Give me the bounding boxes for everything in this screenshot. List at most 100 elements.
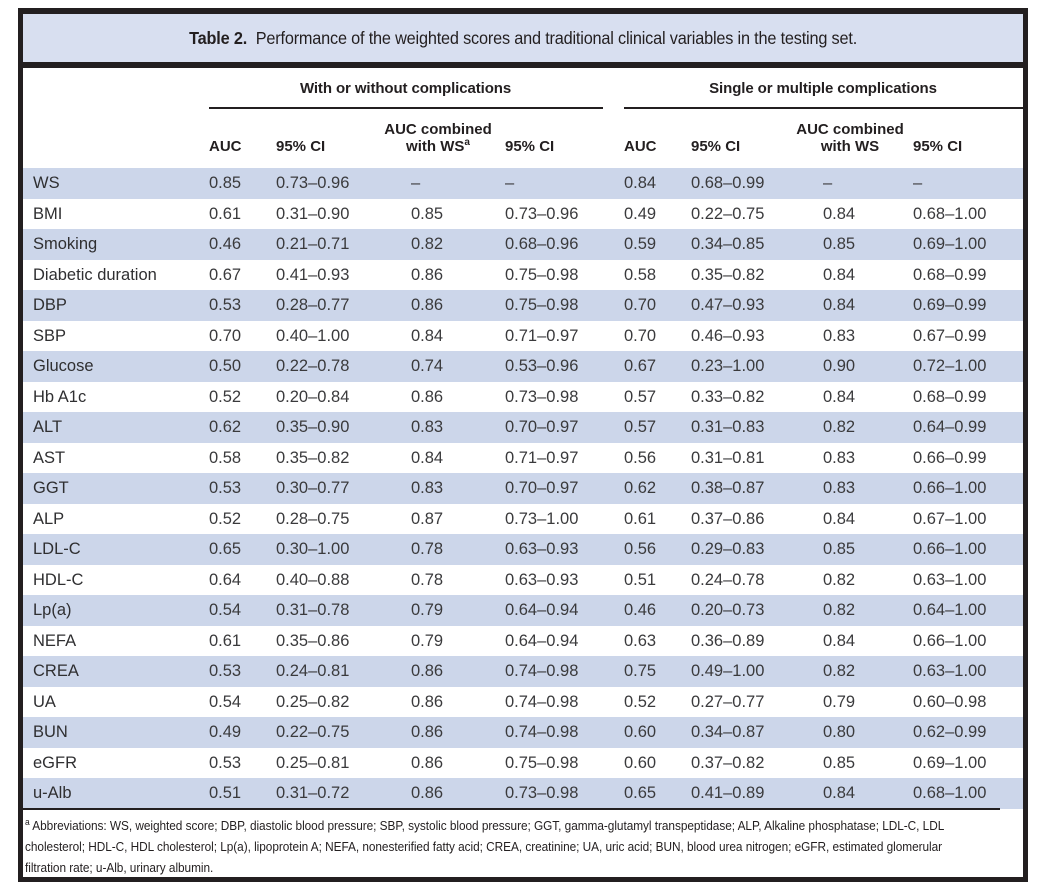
cell-ci_ws1: 0.75–0.98 bbox=[505, 296, 579, 314]
cell-ci_ws2: 0.68–1.00 bbox=[913, 784, 987, 802]
cell-auc_ws1: 0.86 bbox=[411, 692, 444, 711]
cell-auc_ws2: 0.79 bbox=[823, 692, 856, 711]
cell-auc_ws1: 0.79 bbox=[411, 601, 444, 619]
cell-auc2: 0.57 bbox=[624, 418, 657, 436]
cell-ci_ws2: 0.72–1.00 bbox=[913, 357, 987, 375]
cell-ci2: 0.41–0.89 bbox=[691, 784, 765, 802]
footnote-text: Abbreviations: WS, weighted score; DBP, … bbox=[25, 819, 944, 875]
cell-auc_ws1: 0.74 bbox=[411, 357, 444, 375]
table-row: Diabetic duration 0.67 0.41–0.93 0.86 0.75–0… bbox=[23, 259, 1023, 290]
cell-auc2: 0.57 bbox=[624, 387, 657, 406]
cell-ci_ws2: 0.69–1.00 bbox=[913, 753, 987, 772]
table-row: Glucose 0.50 0.22–0.78 0.74 0.53–0.96 0.67 0.2… bbox=[23, 351, 1023, 382]
cell-ci_ws1: 0.75–0.98 bbox=[505, 265, 579, 284]
cell-ci2: 0.34–0.87 bbox=[691, 723, 765, 741]
cell-ci_ws1: 0.63–0.93 bbox=[505, 540, 579, 558]
cell-auc2: 0.52 bbox=[624, 692, 657, 711]
cell-ci_ws2: 0.67–1.00 bbox=[913, 509, 987, 528]
cell-auc2: 0.84 bbox=[624, 174, 657, 192]
table-frame bbox=[18, 8, 1028, 882]
column-header-auc-1: AUC bbox=[209, 138, 259, 155]
cell-auc_ws2: 0.84 bbox=[823, 204, 856, 223]
cell-ci1: 0.21–0.71 bbox=[276, 235, 350, 253]
cell-auc1: 0.70 bbox=[209, 326, 242, 345]
cell-ci2: 0.47–0.93 bbox=[691, 296, 765, 314]
cell-ci2: 0.38–0.87 bbox=[691, 479, 765, 497]
cell-ci1: 0.35–0.90 bbox=[276, 418, 350, 436]
column-header-line2: AUC bbox=[209, 138, 242, 155]
cell-auc1: 0.65 bbox=[209, 540, 242, 558]
column-header-line1: AUC combined bbox=[384, 121, 492, 138]
cell-auc2: 0.65 bbox=[624, 784, 657, 802]
cell-ci_ws1: 0.70–0.97 bbox=[505, 418, 579, 436]
cell-auc_ws1: 0.86 bbox=[411, 387, 444, 406]
cell-auc_ws1: 0.78 bbox=[411, 540, 444, 558]
cell-auc_ws1: 0.86 bbox=[411, 662, 444, 680]
cell-auc2: 0.59 bbox=[624, 235, 657, 253]
cell-ci_ws1: 0.73–1.00 bbox=[505, 509, 579, 528]
group-rule-left bbox=[209, 107, 603, 109]
cell-ci1: 0.41–0.93 bbox=[276, 265, 350, 284]
cell-auc_ws1: 0.84 bbox=[411, 448, 444, 467]
table-header: With or without complications Single or … bbox=[23, 68, 1024, 168]
cell-auc2: 0.56 bbox=[624, 448, 657, 467]
column-header-auc-combined-ws-1: AUC combined with WSa bbox=[373, 121, 503, 155]
cell-ci2: 0.20–0.73 bbox=[691, 601, 765, 619]
table-body: WS 0.85 0.73–0.96 – – 0.84 0.68–0.99 – – BMI 0.61 0… bbox=[23, 168, 1023, 809]
column-header-line2: 95% CI bbox=[505, 138, 555, 155]
cell-ci_ws1: 0.68–0.96 bbox=[505, 235, 579, 253]
cell-auc_ws2: 0.82 bbox=[823, 570, 856, 589]
cell-ci1: 0.31–0.90 bbox=[276, 204, 350, 223]
row-label: BUN bbox=[33, 723, 68, 741]
column-header-line2: with WSa bbox=[406, 137, 470, 156]
cell-auc2: 0.60 bbox=[624, 753, 657, 772]
cell-auc2: 0.70 bbox=[624, 296, 657, 314]
cell-auc_ws2: 0.85 bbox=[823, 753, 856, 772]
row-label: u-Alb bbox=[33, 784, 72, 802]
cell-auc1: 0.53 bbox=[209, 662, 242, 680]
row-label: GGT bbox=[33, 479, 69, 497]
table-caption: Table 2. Performance of the weighted sco… bbox=[189, 28, 857, 49]
cell-auc_ws2: 0.80 bbox=[823, 723, 856, 741]
cell-auc2: 0.63 bbox=[624, 631, 657, 650]
cell-ci1: 0.30–1.00 bbox=[276, 540, 350, 558]
row-label: SBP bbox=[33, 326, 67, 345]
cell-auc2: 0.70 bbox=[624, 326, 657, 345]
cell-auc1: 0.62 bbox=[209, 418, 242, 436]
group-header-with-or-without: With or without complications bbox=[299, 80, 512, 97]
cell-auc1: 0.53 bbox=[209, 479, 242, 497]
cell-ci1: 0.40–0.88 bbox=[276, 570, 350, 589]
cell-auc_ws2: 0.84 bbox=[823, 784, 856, 802]
cell-ci1: 0.24–0.81 bbox=[276, 662, 350, 680]
cell-ci1: 0.25–0.81 bbox=[276, 753, 350, 772]
cell-ci2: 0.49–1.00 bbox=[691, 662, 765, 680]
cell-ci_ws1: – bbox=[505, 174, 515, 192]
cell-auc1: 0.49 bbox=[209, 723, 242, 741]
table-row: NEFA 0.61 0.35–0.86 0.79 0.64–0.94 0.63 0.36–0… bbox=[23, 625, 1023, 656]
row-label: eGFR bbox=[33, 753, 78, 772]
cell-auc_ws1: 0.86 bbox=[411, 723, 444, 741]
cell-ci1: 0.31–0.72 bbox=[276, 784, 350, 802]
cell-ci_ws1: 0.70–0.97 bbox=[505, 479, 579, 497]
cell-ci_ws1: 0.63–0.93 bbox=[505, 570, 579, 589]
cell-auc2: 0.60 bbox=[624, 723, 657, 741]
cell-ci_ws1: 0.64–0.94 bbox=[505, 601, 579, 619]
cell-auc_ws2: 0.82 bbox=[823, 662, 856, 680]
cell-ci_ws2: 0.68–1.00 bbox=[913, 204, 987, 223]
cell-ci_ws1: 0.64–0.94 bbox=[505, 631, 579, 650]
table-row: Lp(a) 0.54 0.31–0.78 0.79 0.64–0.94 0.46 0.20–… bbox=[23, 595, 1023, 626]
row-label: ALP bbox=[33, 509, 65, 528]
cell-auc2: 0.75 bbox=[624, 662, 657, 680]
cell-auc_ws2: 0.84 bbox=[823, 631, 856, 650]
table-row: BUN 0.49 0.22–0.75 0.86 0.74–0.98 0.60 0.34–0.… bbox=[23, 717, 1023, 748]
row-label: BMI bbox=[33, 204, 63, 223]
cell-ci_ws2: 0.66–1.00 bbox=[913, 479, 987, 497]
cell-auc1: 0.67 bbox=[209, 265, 242, 284]
cell-auc1: 0.52 bbox=[209, 387, 242, 406]
cell-ci1: 0.35–0.86 bbox=[276, 631, 350, 650]
table-row: AST 0.58 0.35–0.82 0.84 0.71–0.97 0.56 0.31–0.… bbox=[23, 442, 1023, 473]
footnote-marker: a bbox=[25, 816, 30, 827]
cell-ci_ws1: 0.53–0.96 bbox=[505, 357, 579, 375]
table-row: UA 0.54 0.25–0.82 0.86 0.74–0.98 0.52 0.27–0.7… bbox=[23, 686, 1023, 717]
cell-auc1: 0.46 bbox=[209, 235, 242, 253]
